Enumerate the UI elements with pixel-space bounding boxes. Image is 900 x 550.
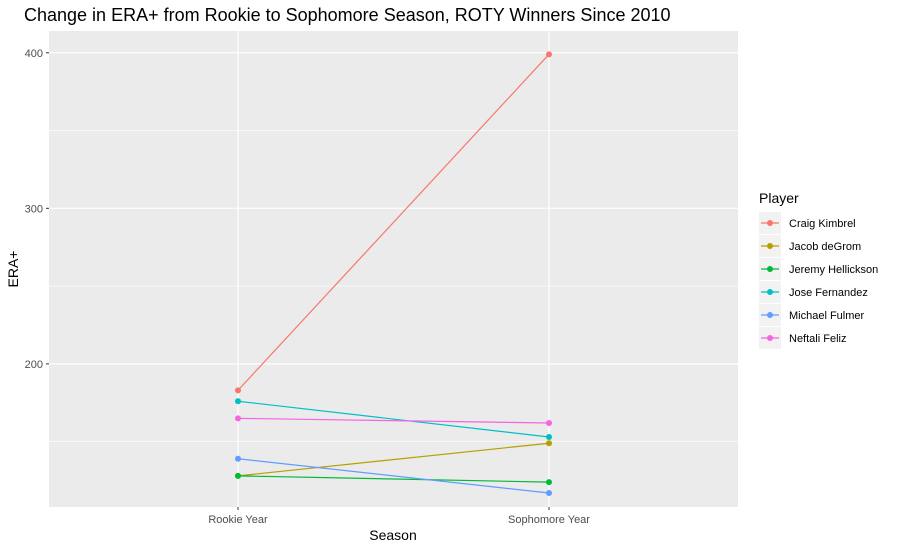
legend: Player Craig Kimbrel Jacob deGrom Jeremy H…: [759, 190, 878, 349]
legend-label: Jose Fernandez: [789, 287, 868, 299]
minor-gridlines: [49, 130, 738, 442]
data-point: [235, 455, 241, 462]
x-axis-title: Season: [369, 527, 416, 543]
x-tick-label: Sophomore Year: [508, 514, 590, 526]
legend-item: Jacob deGrom: [759, 235, 861, 257]
data-point: [235, 472, 241, 479]
legend-item: Craig Kimbrel: [759, 212, 856, 234]
major-gridlines: [49, 31, 738, 507]
data-point: [235, 415, 241, 422]
legend-item: Jose Fernandez: [759, 281, 868, 303]
series-line: [237, 400, 550, 438]
series-line: [237, 53, 550, 391]
y-tick-label: 200: [25, 359, 43, 371]
legend-key-point: [767, 266, 773, 272]
legend-label: Craig Kimbrel: [789, 218, 856, 230]
series-line: [237, 417, 550, 424]
x-axis-ticks: Rookie Year Sophomore Year: [208, 507, 590, 526]
y-tick-label: 300: [25, 203, 43, 215]
legend-key-point: [767, 243, 773, 249]
data-point: [546, 51, 552, 58]
legend-label: Michael Fulmer: [789, 310, 865, 322]
y-tick-label: 400: [25, 48, 43, 60]
legend-item: Jeremy Hellickson: [759, 258, 878, 280]
legend-label: Jacob deGrom: [789, 241, 861, 253]
legend-label: Jeremy Hellickson: [789, 264, 878, 276]
series-line: [237, 475, 550, 483]
data-point: [546, 420, 552, 426]
legend-key-point: [767, 289, 773, 295]
data-point: [546, 434, 552, 440]
legend-item: Michael Fulmer: [759, 304, 865, 326]
series-lines: [237, 53, 550, 494]
series-line: [237, 458, 550, 494]
data-point: [546, 440, 552, 447]
legend-item: Neftali Feliz: [759, 327, 846, 349]
legend-title: Player: [759, 190, 799, 206]
legend-key-point: [767, 312, 773, 318]
x-tick-label: Rookie Year: [208, 514, 268, 526]
data-point: [235, 387, 241, 394]
data-point: [546, 479, 552, 486]
data-point: [235, 398, 241, 405]
legend-key-point: [767, 335, 773, 341]
legend-label: Neftali Feliz: [789, 333, 846, 345]
y-axis-ticks: 200 300 400: [25, 48, 49, 371]
plot-panel: [49, 31, 738, 507]
chart-title: Change in ERA+ from Rookie to Sophomore …: [24, 5, 671, 25]
series-points: [235, 51, 552, 496]
legend-key-point: [767, 220, 773, 226]
y-axis-title: ERA+: [5, 251, 21, 288]
series-line: [237, 442, 550, 477]
data-point: [546, 490, 552, 496]
